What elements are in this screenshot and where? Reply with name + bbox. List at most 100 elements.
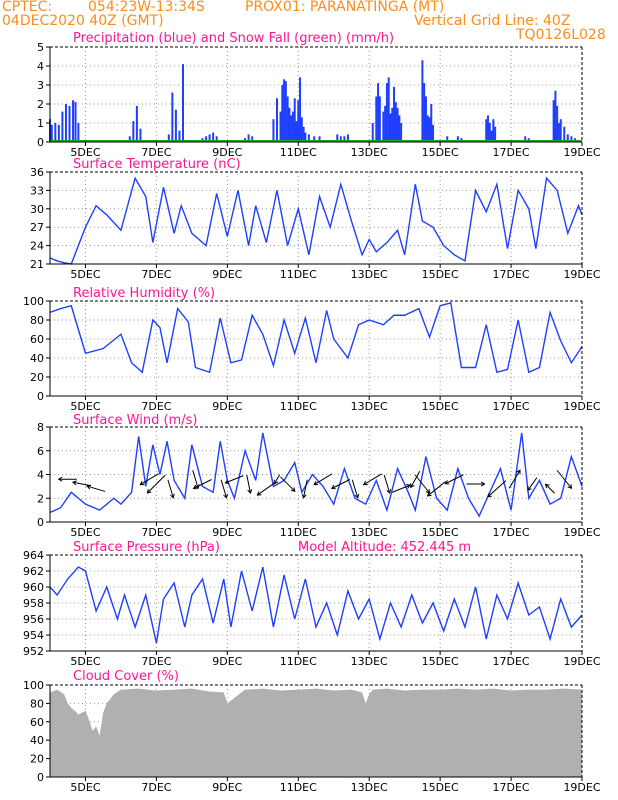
x-tick-label: 15DEC [422,526,459,539]
header-source: CPTEC: [2,0,53,15]
wind-arrowhead [169,493,175,499]
wind-arrow [351,479,359,498]
wind-arrow [140,473,159,486]
wind-arrow [410,470,421,488]
wind-arrowhead [223,493,228,499]
precip-bar [343,136,346,142]
precip-bar [556,105,559,142]
series-line [49,176,583,265]
x-tick-label: 11DEC [280,146,317,159]
wind-arrowhead [256,491,262,496]
precip-bar [426,115,429,142]
precip-bar [68,105,71,142]
wind-arrow [313,473,333,486]
wind-arrow [487,480,507,498]
y-tick-label: 1 [37,117,44,130]
precip-bar [387,77,390,142]
wind-arrowhead [480,481,486,487]
y-tick-label: 21 [30,258,44,271]
wind-arrowhead [362,480,368,486]
precip-bar [566,134,569,142]
wind-arrow [147,474,166,494]
wind-arrowhead [57,476,63,482]
wind-arrow [445,474,464,485]
header-location: PROX01: PARANATINGA (MT) [245,0,445,15]
precip-bar [423,83,426,142]
wind-arrowhead [410,483,415,489]
precip-bar [446,136,449,142]
y-tick-label: 20 [30,753,44,766]
precip-bar [299,77,302,142]
precip-bar [304,132,307,142]
panel-1: 0 1 2 3 4 5 5DEC 7DEC 9DEC 11DEC 13DEC 15DEC 17DEC 19… [37,31,601,159]
x-tick-label: 13DEC [351,146,388,159]
wind-arrow [193,479,212,489]
precip-bar [279,111,282,142]
wind-arrow [545,483,555,494]
x-tick-label: 13DEC [351,781,388,794]
precip-bar [297,100,300,142]
y-tick-label: 954 [23,629,44,642]
precip-bar [295,121,298,142]
panel-title: Cloud Cover (%) [73,669,179,684]
precip-bar [64,104,67,142]
precip-bar [167,134,170,142]
x-tick-label: 17DEC [493,268,530,281]
precip-bar [396,107,399,142]
panel-title: Relative Humidity (%) [73,286,215,301]
x-tick-label: 15DEC [422,781,459,794]
precip-bar [563,126,566,142]
wind-arrow [391,484,411,493]
x-tick-label: 19DEC [563,146,600,159]
wind-arrowhead [301,493,307,499]
precip-bar [247,134,250,142]
wind-arrowhead [192,484,198,490]
series-line [49,566,583,644]
precip-bar [307,134,310,142]
x-tick-label: 13DEC [351,268,388,281]
wind-arrow [363,473,383,486]
y-tick-label: 3 [37,79,44,92]
wind-arrowhead [425,488,431,494]
y-tick-label: 24 [30,240,44,253]
precip-bar [557,123,560,142]
precip-bar [178,130,181,142]
y-tick-label: 40 [30,352,44,365]
y-tick-label: 60 [30,716,44,729]
panel-2: 21 24 27 30 33 36 5DEC 7DEC 9DEC 11DEC 13DEC 15DEC 1… [30,157,601,281]
x-tick-label: 15DEC [422,655,459,668]
y-tick-label: 5 [37,41,44,54]
precip-bar [139,128,142,142]
wind-arrow [246,474,251,494]
precip-bar [570,136,573,142]
precip-bar [485,119,488,142]
y-tick-label: 80 [30,697,44,710]
precip-bar [552,100,555,142]
precip-bar [371,123,374,142]
precip-bar [424,96,427,142]
wind-arrow [383,474,391,494]
precip-bar [128,136,131,142]
precip-bar [313,136,316,142]
wind-arrowhead [544,483,550,489]
panel-title: Surface Temperature (nC) [73,157,241,172]
y-tick-label: 80 [30,314,44,327]
precip-bar [488,123,491,142]
wind-arrowhead [273,479,279,485]
wind-arrow [427,481,446,497]
wind-arrowhead [247,489,253,494]
x-tick-label: 19DEC [563,526,600,539]
precip-bar [284,81,287,142]
cloud-cover-area [50,688,582,777]
wind-arrow [527,477,538,491]
x-tick-label: 7DEC [141,146,171,159]
wind-arrowhead [139,480,145,486]
y-tick-label: 40 [30,734,44,747]
wind-arrowhead [444,480,450,485]
precip-bar [72,100,75,142]
y-tick-label: 952 [23,645,44,658]
panel-5: 952 954 956 958 960 962 964 5DEC 7DEC 9DEC 11DEC 13… [23,540,601,668]
panel-6: 0 20 40 60 80 100 5DEC 7DEC 9DEC 11DEC 13DEC 15DEC 1… [23,669,601,794]
x-tick-label: 15DEC [422,146,459,159]
wind-arrowhead [527,486,532,492]
